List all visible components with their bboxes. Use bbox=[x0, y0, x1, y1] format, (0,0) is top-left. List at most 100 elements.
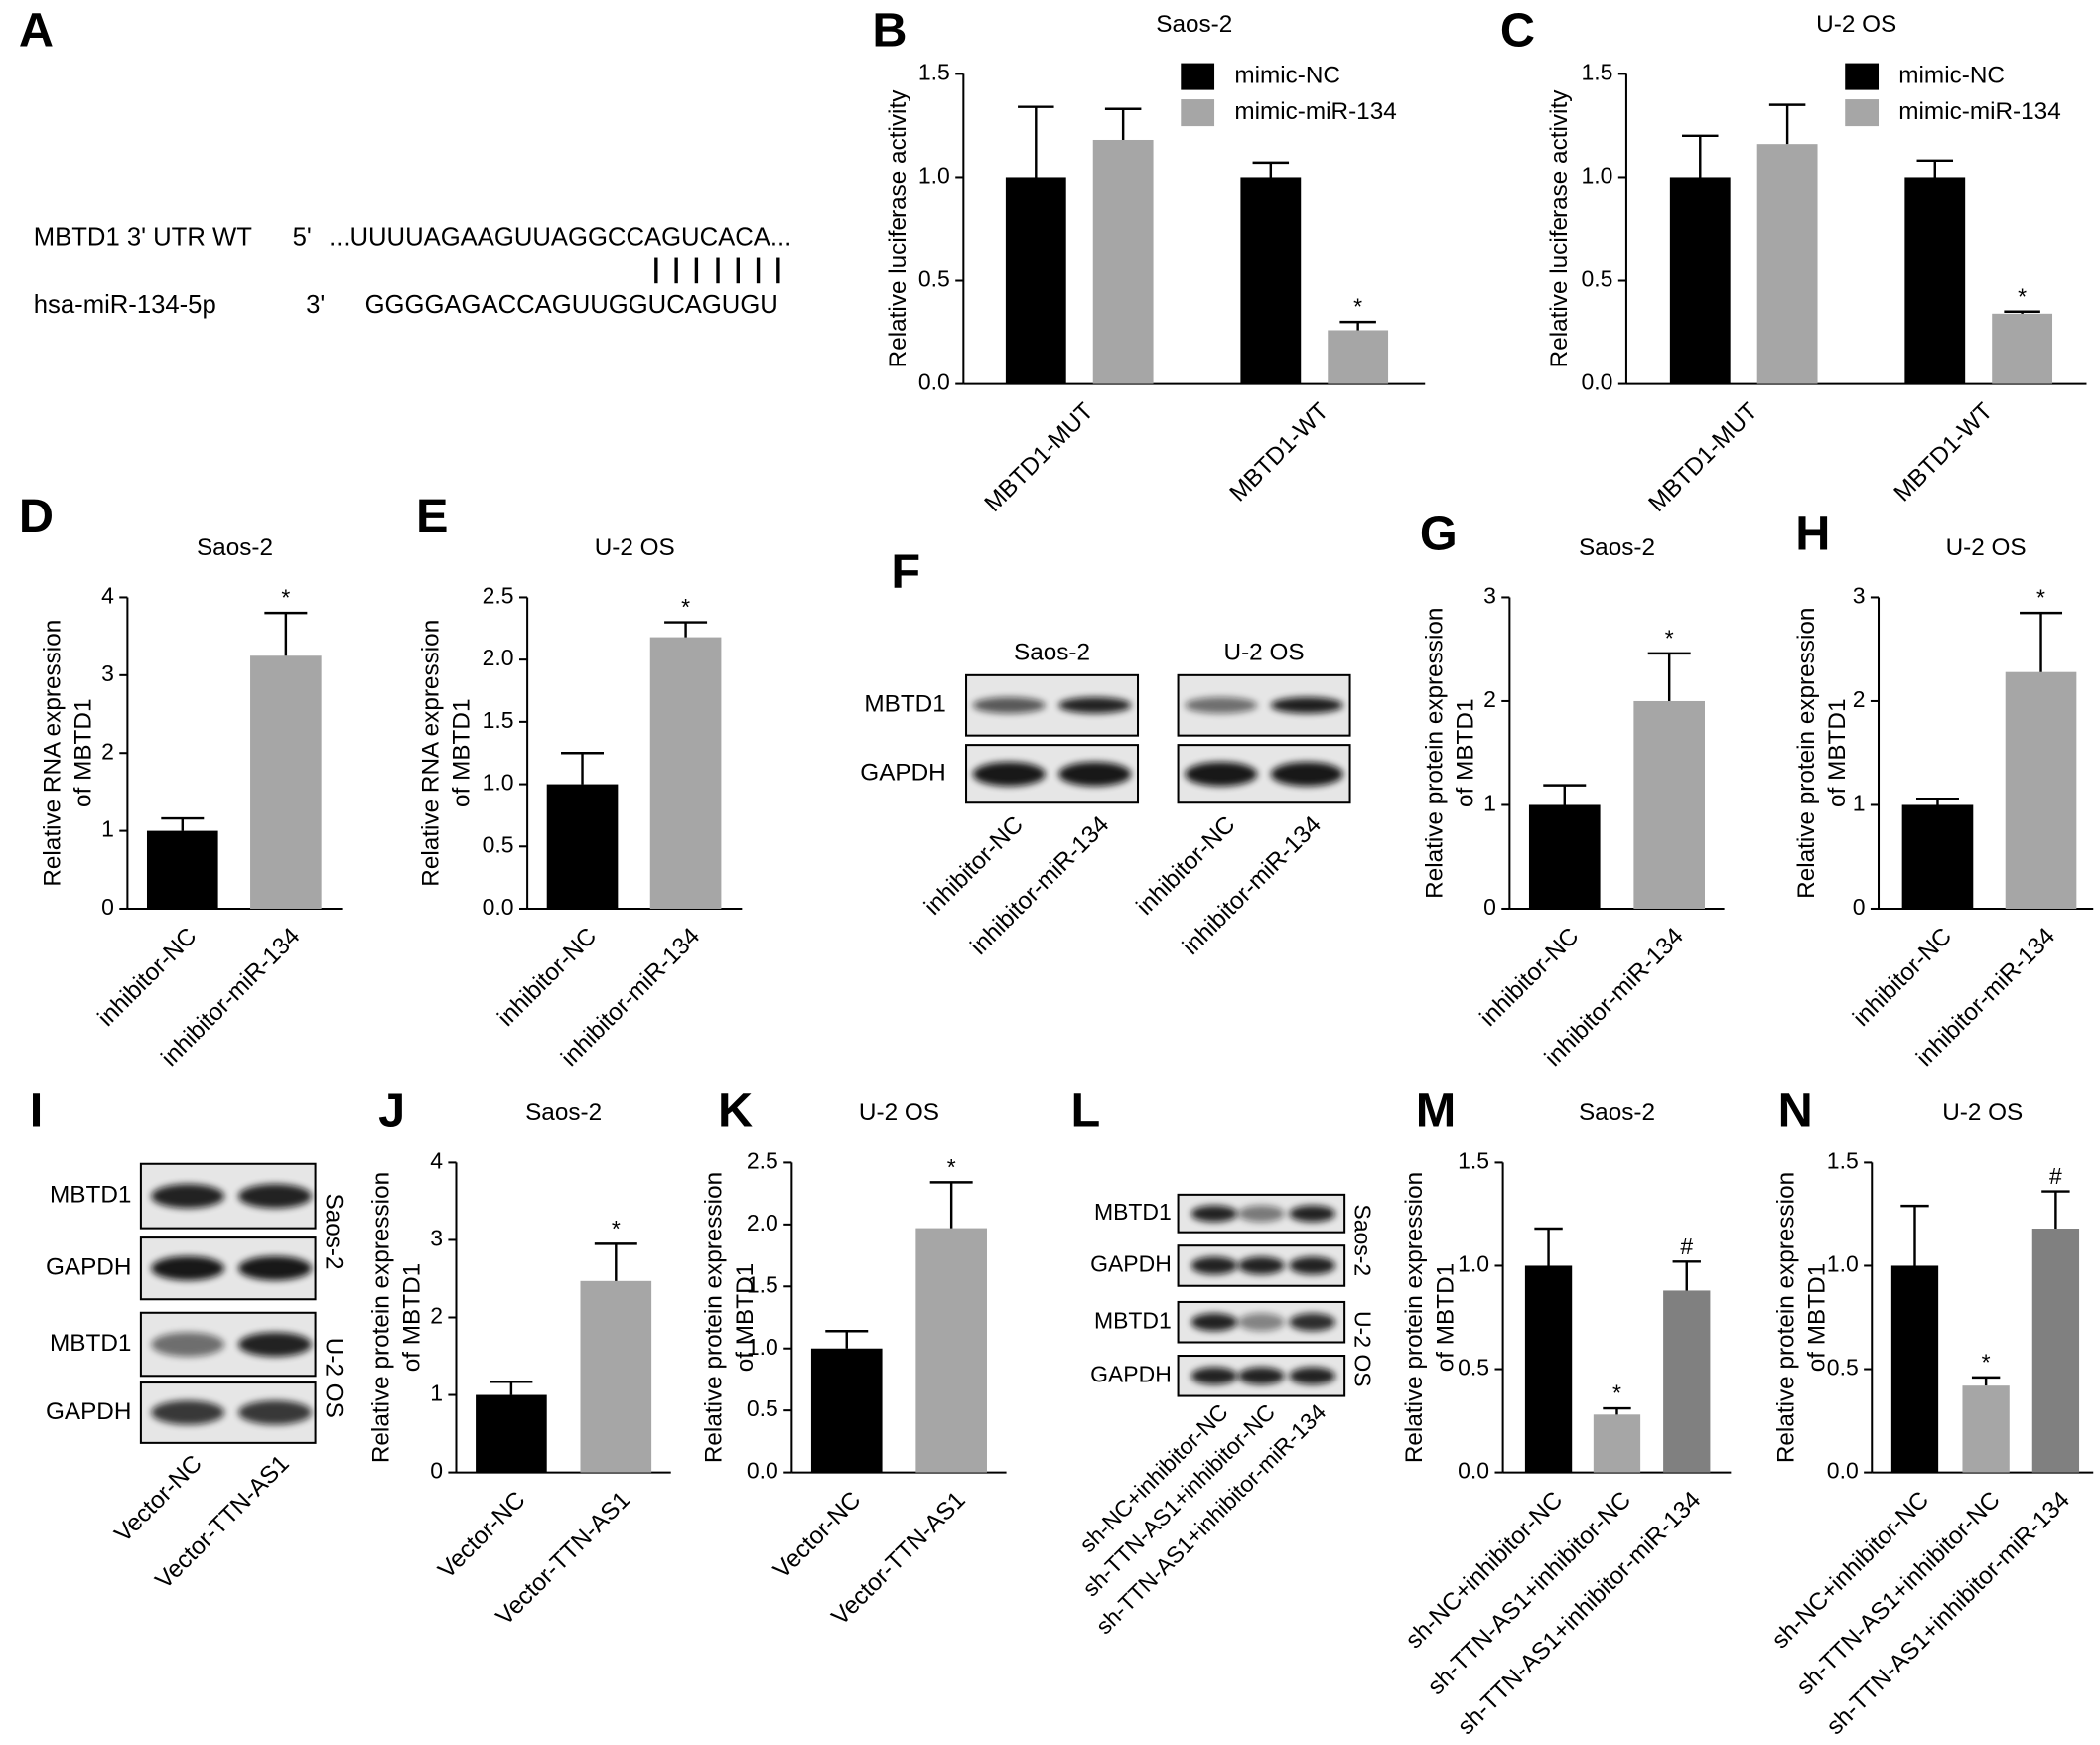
band bbox=[1058, 697, 1132, 714]
panel-letter: M bbox=[1416, 1085, 1457, 1138]
panel-letters: A B C D E F G H I J K L M N bbox=[19, 4, 1830, 1138]
sequence: ...UUUUAGAAGUUAGGCCAGUCACA... bbox=[329, 223, 791, 251]
y-tick-label: 3 bbox=[1853, 583, 1866, 609]
cell-line-label: U-2 OS bbox=[1349, 1311, 1375, 1387]
band bbox=[1237, 1313, 1285, 1332]
error-bar bbox=[264, 611, 308, 656]
protein-label: GAPDH bbox=[860, 760, 945, 787]
bar bbox=[250, 655, 322, 909]
cell-line-label: U-2 OS bbox=[321, 1338, 348, 1418]
protein-label: GAPDH bbox=[46, 1254, 131, 1281]
band bbox=[1270, 762, 1343, 787]
panel-letter: N bbox=[1778, 1085, 1813, 1138]
bar bbox=[146, 830, 218, 909]
y-tick-label: 2.0 bbox=[483, 645, 514, 670]
significance-label: * bbox=[1353, 294, 1362, 320]
error-bar bbox=[1682, 134, 1719, 178]
panel-letter: J bbox=[378, 1085, 405, 1138]
legend-swatch bbox=[1181, 63, 1215, 90]
y-tick-label: 0.5 bbox=[918, 266, 950, 292]
bar bbox=[1328, 330, 1389, 384]
x-tick-label: MBTD1-MUT bbox=[979, 397, 1098, 516]
significance-label: # bbox=[1680, 1234, 1693, 1259]
error-bar bbox=[490, 1381, 533, 1395]
bar bbox=[915, 1228, 987, 1473]
blot-panel: Saos-2 U-2 OSMBTD1GAPDHinhibitor-NCinhibi… bbox=[860, 640, 1351, 960]
band bbox=[1185, 697, 1258, 714]
y-tick-label: 2.0 bbox=[747, 1210, 778, 1236]
chart-title: U-2 OS bbox=[859, 1099, 939, 1126]
protein-label: GAPDH bbox=[46, 1398, 131, 1425]
y-tick-label: 1.5 bbox=[747, 1271, 778, 1297]
y-axis-label: Relative protein expression bbox=[368, 1172, 395, 1463]
chart: U-2 OS 0 1 2 3 Relative protein expression of … bbox=[1793, 534, 2094, 1072]
legend-label: mimic-NC bbox=[1234, 63, 1340, 89]
chart: U-2 OS 0.0 0.5 1.0 1.5 2.0 2.5 Relative protein… bbox=[701, 1099, 1007, 1631]
chart-title: U-2 OS bbox=[1946, 534, 2027, 561]
panel-letter: B bbox=[872, 4, 907, 58]
x-tick-label: MBTD1-WT bbox=[1225, 397, 1334, 507]
y-axis-label: Relative luciferase activity bbox=[885, 89, 911, 368]
band bbox=[238, 1184, 312, 1209]
sequence-panel: MBTD1 3' UTR WT 5' ...UUUUAGAAGUUAGGCCAG… bbox=[34, 223, 791, 319]
cell-line-label: U-2 OS bbox=[1224, 640, 1305, 666]
band bbox=[972, 697, 1046, 714]
cell-line-label: Saos-2 bbox=[1014, 640, 1090, 666]
x-tick-label: Vector-NC bbox=[433, 1487, 530, 1584]
error-bar bbox=[1339, 320, 1376, 331]
error-bar bbox=[1672, 1260, 1701, 1291]
x-tick-label: inhibitor-NC bbox=[492, 923, 602, 1032]
y-axis-label: of MBTD1 bbox=[1453, 699, 1479, 807]
bar bbox=[1890, 1265, 1939, 1473]
sequence-end: 5' bbox=[293, 223, 312, 251]
chart: Saos-2 0 1 2 3 4 Relative protein expression of… bbox=[368, 1099, 671, 1631]
y-tick-label: 1 bbox=[1853, 791, 1866, 816]
y-tick-label: 0.0 bbox=[747, 1458, 778, 1484]
bar bbox=[2005, 671, 2077, 909]
error-bar bbox=[825, 1330, 869, 1349]
y-tick-label: 1.0 bbox=[747, 1334, 778, 1360]
y-tick-label: 1.0 bbox=[1458, 1251, 1489, 1277]
y-tick-label: 1.0 bbox=[483, 770, 514, 796]
error-bar bbox=[1018, 105, 1054, 178]
x-tick-label: Vector-NC bbox=[769, 1487, 866, 1584]
y-axis-label: Relative protein expression bbox=[1793, 608, 1820, 899]
y-tick-label: 1.5 bbox=[483, 707, 514, 733]
y-axis-label: Relative protein expression bbox=[1421, 608, 1448, 899]
y-axis-label: of MBTD1 bbox=[70, 699, 97, 807]
x-tick-label: inhibitor-NC bbox=[93, 923, 203, 1032]
band bbox=[1289, 1313, 1336, 1332]
y-tick-label: 0.0 bbox=[918, 369, 950, 395]
chart-title: U-2 OS bbox=[595, 534, 675, 561]
y-tick-label: 3 bbox=[1483, 583, 1496, 609]
y-tick-label: 0 bbox=[430, 1458, 443, 1484]
panel-letter: G bbox=[1420, 507, 1458, 560]
y-tick-label: 2 bbox=[1483, 686, 1496, 712]
error-bar bbox=[2020, 611, 2063, 672]
y-tick-label: 1.5 bbox=[1458, 1147, 1489, 1173]
bar bbox=[1092, 139, 1154, 384]
error-bar bbox=[1603, 1406, 1631, 1415]
error-bar bbox=[2041, 1190, 2070, 1230]
y-axis-label: of MBTD1 bbox=[1432, 1263, 1459, 1372]
y-tick-label: 1.5 bbox=[918, 59, 950, 84]
y-tick-label: 0 bbox=[1483, 894, 1496, 920]
y-tick-label: 1.0 bbox=[1581, 163, 1612, 189]
significance-label: * bbox=[681, 594, 690, 620]
y-tick-label: 1.5 bbox=[1581, 59, 1612, 84]
y-axis-label: Relative protein expression bbox=[701, 1172, 728, 1463]
protein-label: MBTD1 bbox=[50, 1330, 131, 1357]
panel-letter: H bbox=[1795, 507, 1830, 560]
error-bar bbox=[664, 621, 708, 638]
band bbox=[1190, 1205, 1238, 1223]
chart-title: U-2 OS bbox=[1942, 1099, 2023, 1126]
panel-letter: D bbox=[19, 490, 54, 543]
panel-letter: C bbox=[1500, 4, 1535, 58]
legend-swatch bbox=[1845, 99, 1880, 127]
bar bbox=[580, 1280, 652, 1473]
cell-line-label: Saos-2 bbox=[321, 1193, 348, 1269]
error-bar bbox=[1916, 159, 1954, 178]
